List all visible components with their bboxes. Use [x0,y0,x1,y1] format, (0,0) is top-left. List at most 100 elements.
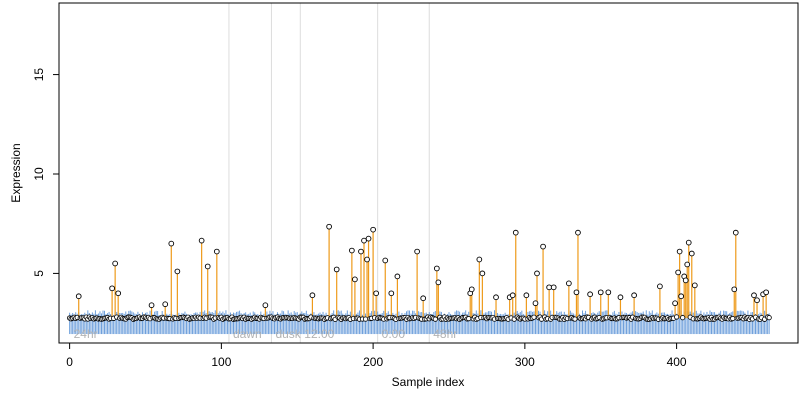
baseline-point [531,314,537,320]
data-point [685,239,692,246]
data-point [333,266,340,273]
data-point [550,284,557,291]
x-tick-label: 300 [515,355,535,369]
y-tick-label: 15 [32,68,46,82]
highlight-stems [78,226,767,319]
y-tick-label: 5 [32,270,46,277]
data-point [370,226,376,233]
data-point [174,268,181,275]
data-point [678,293,685,300]
data-point [382,257,389,264]
baseline-point [680,315,686,321]
data-point [587,291,593,298]
x-axis: 0 100 200 300 400 [66,343,687,369]
data-point [540,243,546,250]
data-point [751,292,757,299]
data-point [394,273,401,280]
x-tick-label: 400 [667,355,687,369]
data-point [326,223,332,230]
data-point [512,229,519,236]
segment-label: dawn [233,327,262,341]
data-point [109,285,115,292]
baseline-point [674,314,680,320]
x-tick-label: 0 [66,355,73,369]
baseline-point [432,316,438,322]
data-point [349,247,355,254]
data-point [358,248,364,255]
baseline-point [572,316,578,322]
data-point [684,261,691,268]
data-point [575,229,581,236]
segment-labels: 24hr dawn dusk 12:00 0:00 48hr [74,327,458,341]
x-tick-label: 200 [363,355,383,369]
segment-label: 48hr [433,327,457,341]
data-point [675,269,681,276]
data-point [732,229,739,236]
y-axis-title: Expression [9,143,23,202]
data-point [509,292,516,299]
data-point [682,277,689,284]
data-point [546,284,552,291]
segment-label: 24hr [74,327,98,341]
data-point [573,289,580,296]
data-point [479,270,486,277]
data-point [763,289,769,296]
baseline-point [766,315,772,321]
baseline-point [466,316,472,322]
data-point [414,248,420,255]
data-point [388,290,395,297]
data-point [672,300,678,307]
data-point [617,294,624,301]
data-point [435,279,442,286]
data-point [493,294,499,301]
data-points [67,223,772,322]
x-tick-label: 100 [211,355,231,369]
data-point [213,248,220,255]
data-point [523,292,530,299]
data-point [433,265,440,272]
data-point [75,293,82,300]
data-point [148,302,155,309]
data-point [605,289,612,296]
data-point [309,292,316,299]
segment-label: dusk [275,327,301,341]
x-axis-title: Sample index [392,375,465,389]
data-point [115,290,122,297]
data-point [352,276,358,283]
data-point [691,282,698,289]
segment-label: 12:00 [304,327,334,341]
data-point [657,283,663,290]
segment-label: 0:00 [382,327,406,341]
data-point [420,295,427,302]
plot-frame [58,2,799,344]
data-point [361,237,367,244]
data-point [112,260,118,267]
data-point [754,297,760,304]
data-point [688,250,695,257]
data-point [204,263,211,270]
data-point [162,301,169,308]
data-point [566,280,572,287]
y-axis: 5 10 15 [32,68,59,277]
background-stems [69,310,770,335]
segment-dividers [228,3,430,343]
data-point [532,300,539,307]
baseline-point [730,315,736,322]
data-point [364,256,370,263]
data-point [365,235,372,242]
data-point [597,289,604,296]
data-point [731,286,738,293]
data-point [676,248,683,255]
data-point [631,292,637,299]
data-point [198,237,205,244]
data-point [476,256,483,263]
data-point [168,240,175,247]
y-tick-label: 10 [32,167,46,181]
baseline-point [362,316,369,322]
data-point [468,286,475,293]
data-point [262,302,269,309]
data-point [373,290,379,297]
data-point [534,270,540,277]
